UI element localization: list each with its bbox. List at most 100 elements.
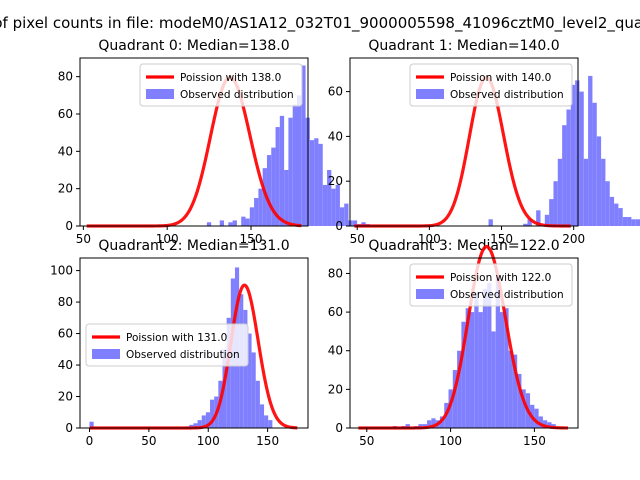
histogram-bar	[553, 181, 558, 226]
histogram-bar	[275, 127, 280, 226]
histogram-bar	[210, 399, 215, 428]
histogram-bar	[288, 117, 293, 226]
histogram-bar	[521, 389, 526, 428]
histogram-bar	[562, 125, 567, 226]
x-tick-label: 100	[197, 434, 220, 448]
axes-frame	[349, 257, 579, 429]
histogram-bar	[348, 220, 353, 226]
panel-title: Quadrant 3: Median=122.0	[368, 238, 559, 254]
histogram-bars	[488, 75, 640, 227]
histogram-bar	[206, 222, 212, 226]
histogram-bar	[622, 217, 628, 226]
y-tick-label: 80	[328, 266, 343, 280]
histogram-bar	[517, 373, 522, 428]
y-tick-label: 80	[58, 295, 73, 309]
histogram-bar	[89, 421, 94, 428]
histogram-bar	[482, 288, 488, 428]
histogram-bar	[197, 420, 202, 428]
histogram-bar	[538, 416, 543, 428]
x-tick-label: 100	[418, 232, 441, 246]
legend-poisson-label: Poission with 138.0	[180, 72, 281, 84]
histogram-bar	[536, 210, 541, 226]
legend-observed-label: Observed distribution	[450, 89, 564, 101]
legend-observed-swatch	[416, 289, 444, 299]
histogram-bar	[487, 283, 492, 428]
histogram-bar	[495, 277, 501, 428]
histogram-bar	[618, 208, 623, 226]
histogram-bar	[488, 219, 493, 226]
y-tick-label: 20	[58, 182, 73, 196]
legend: Poission with 122.0 Observed distribution	[409, 263, 573, 307]
histogram-bar	[427, 420, 432, 428]
panel-title: Quadrant 0: Median=138.0	[98, 38, 289, 54]
histogram-bar	[245, 218, 250, 226]
histogram-bar	[262, 168, 267, 226]
legend-box	[409, 63, 573, 107]
x-tick-label: 100	[439, 434, 462, 448]
histogram-bar	[344, 203, 349, 226]
legend-observed-swatch	[416, 89, 444, 99]
histogram-bar	[251, 352, 256, 428]
histogram-bar	[201, 415, 206, 428]
histogram-bar	[322, 184, 328, 226]
histogram-bar	[335, 184, 340, 226]
histogram-bar	[583, 158, 589, 226]
legend-box	[139, 63, 303, 107]
histogram-bar	[527, 219, 532, 226]
legend-observed-label: Observed distribution	[126, 349, 240, 361]
histogram-bar	[547, 422, 552, 428]
x-tick-label: 50	[350, 232, 365, 246]
histogram-bar	[605, 181, 610, 226]
legend-observed-swatch	[146, 89, 174, 99]
histogram-bar	[232, 220, 237, 226]
x-tick-label: 150	[240, 232, 263, 246]
legend-observed-swatch	[92, 349, 120, 359]
x-tick-label: 150	[256, 434, 279, 448]
histogram-bar	[279, 115, 285, 226]
histogram-bar	[431, 418, 436, 428]
panel-title: Quadrant 1: Median=140.0	[368, 38, 559, 54]
histogram-bar	[566, 109, 571, 226]
histogram-bar	[292, 104, 298, 226]
histogram-bar	[219, 220, 225, 226]
histogram-bar	[557, 158, 563, 226]
y-tick-label: 100	[50, 264, 73, 278]
legend: Poission with 140.0 Observed distribution	[409, 63, 573, 107]
histogram-bar	[570, 84, 576, 226]
histogram-bar	[339, 207, 345, 226]
x-tick-label: 200	[562, 232, 585, 246]
histogram-bar	[491, 331, 496, 428]
histogram-bar	[500, 312, 505, 428]
histogram-bar	[297, 95, 302, 226]
panel-quadrant-1: Quadrant 1: Median=140.0 50 100 150 200 0 20 40…	[328, 38, 640, 246]
histogram-bar	[241, 216, 246, 226]
histogram-bar	[627, 217, 632, 226]
histogram-bar	[301, 65, 306, 226]
y-tick-label: 0	[65, 421, 73, 435]
histogram-bar	[592, 102, 597, 226]
histogram-bar	[631, 219, 636, 226]
histogram-bar	[271, 147, 276, 226]
histogram-bar	[266, 155, 272, 226]
y-tick-label: 60	[58, 327, 73, 341]
histogram-bar	[228, 222, 233, 226]
histogram-bar	[523, 223, 528, 226]
panel-quadrant-0: Quadrant 0: Median=138.0 50 100 150 0 20 40 60 8…	[58, 38, 370, 246]
histogram-bar	[575, 80, 580, 227]
histogram-bar	[474, 292, 479, 428]
histogram-bar	[205, 412, 211, 428]
histogram-bar	[609, 196, 615, 226]
histogram-bar	[418, 424, 423, 428]
histogram-bar	[461, 321, 466, 428]
histogram-bar	[318, 143, 323, 226]
histogram-bar	[284, 170, 289, 226]
histogram-bar	[361, 222, 366, 226]
y-tick-label: 20	[328, 382, 343, 396]
histogram-bar	[508, 350, 513, 428]
legend-poisson-label: Poission with 122.0	[450, 272, 551, 284]
histogram-bar	[596, 136, 602, 226]
y-tick-label: 0	[335, 219, 343, 233]
y-tick-label: 40	[58, 358, 73, 372]
x-tick-label: 100	[156, 232, 179, 246]
panel-quadrant-3: Quadrant 3: Median=122.0 50 100 150 0 20 40 60 8…	[328, 238, 579, 448]
